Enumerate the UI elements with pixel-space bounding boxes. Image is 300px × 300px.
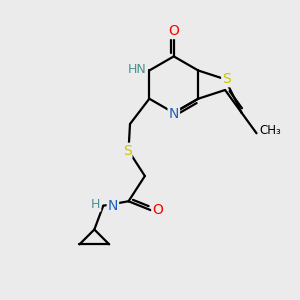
Text: O: O (168, 24, 179, 38)
Text: S: S (222, 72, 231, 86)
Text: O: O (152, 203, 163, 217)
Text: HN: HN (128, 62, 146, 76)
Text: N: N (108, 199, 118, 213)
Text: S: S (123, 144, 131, 158)
Text: CH₃: CH₃ (259, 124, 281, 137)
Text: H: H (91, 198, 100, 211)
Text: N: N (169, 107, 179, 121)
